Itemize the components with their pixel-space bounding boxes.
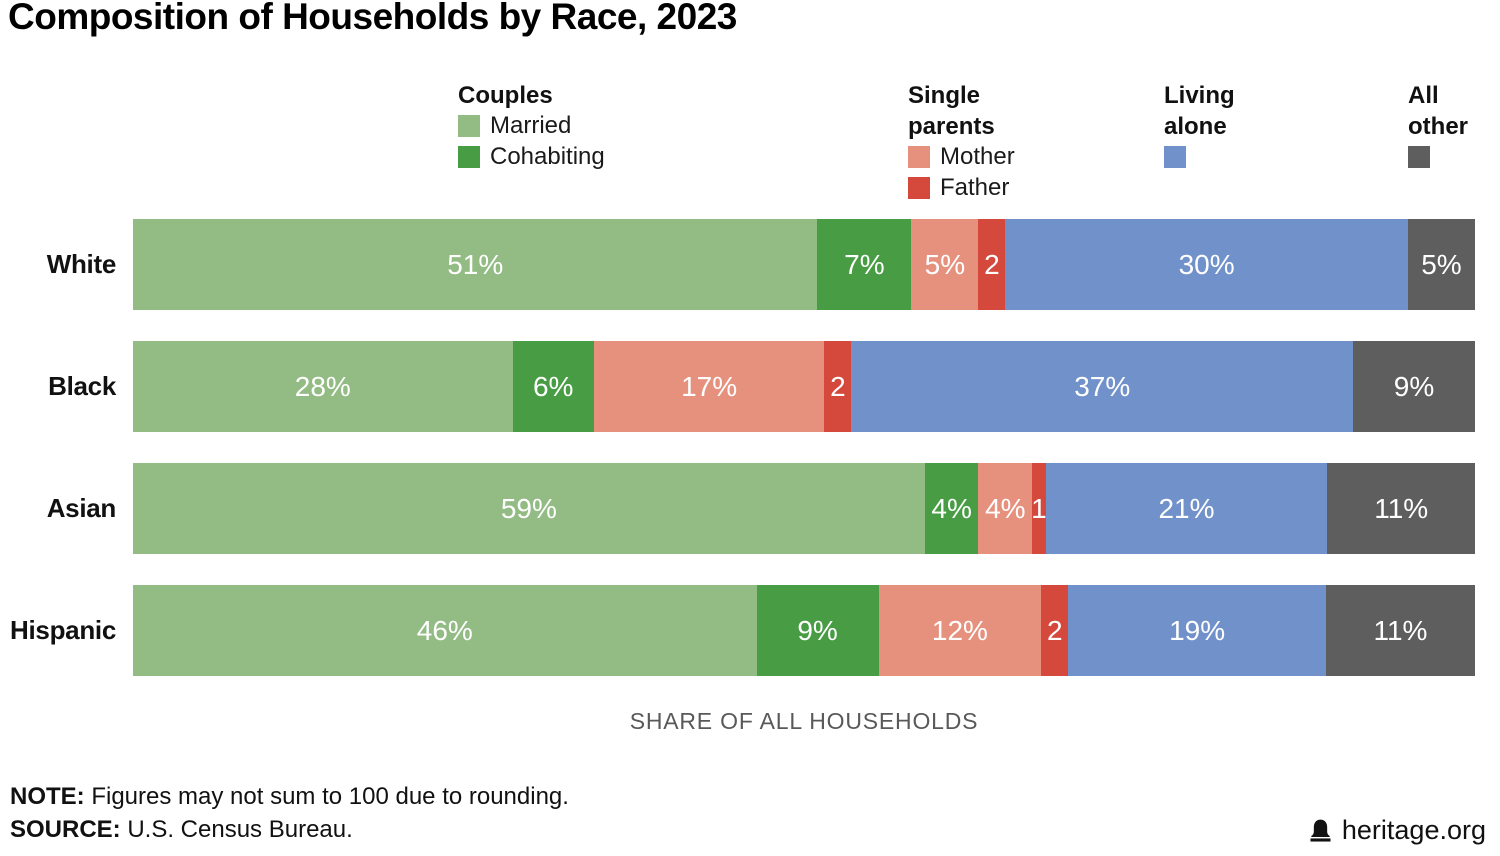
legend-item-label: Cohabiting [490,143,605,170]
segment-value-label: 11% [1373,614,1428,646]
stacked-bar: 28% 6% 17% 2 37% 9% [133,341,1475,432]
segment-father: 2 [978,219,1006,310]
segment-all-other: 9% [1353,341,1475,432]
legend-item [1164,144,1264,170]
father-swatch-icon [908,177,930,199]
source-text: U.S. Census Bureau. [120,816,353,843]
note-line: NOTE: Figures may not sum to 100 due to … [10,780,569,813]
chart-title: Composition of Households by Race, 2023 [8,0,737,37]
bar-row: Black 28% 6% 17% 2 37% 9% [0,341,1475,432]
segment-father: 1 [1031,463,1047,554]
segment-value-label: 6% [532,370,574,402]
segment-mother: 4% [978,463,1033,554]
legend-group: Living alone [1164,80,1264,175]
note-label: NOTE: [10,783,85,810]
segment-value-label: 2 [1047,614,1063,646]
legend-group: All other [1408,80,1488,175]
segment-value-label: 7% [844,248,885,280]
married-swatch-icon [458,115,480,137]
category-label: Asian [46,493,117,523]
segment-married: 51% [133,219,818,310]
legend-item: Cohabiting [458,144,678,170]
segment-married: 28% [133,341,513,432]
segment-value-label: 2 [830,370,846,402]
x-axis-label: SHARE OF ALL HOUSEHOLDS [629,708,979,734]
segment-all-other: 11% [1327,463,1476,554]
stacked-bar: 59% 4% 4% 1 21% 11% [133,463,1476,554]
source-line: SOURCE: U.S. Census Bureau. [10,813,569,846]
segment-married: 46% [133,585,757,676]
bar-row: Hispanic 46% 9% 12% 2 19% 11% [0,585,1476,676]
liberty-bell-icon [1310,819,1331,842]
segment-value-label: 51% [447,248,504,280]
segment-cohabiting: 9% [756,585,879,676]
segment-value-label: 5% [924,248,966,280]
segment-value-label: 59% [500,492,557,524]
segment-married: 59% [133,463,925,554]
segment-value-label: 37% [1074,370,1131,402]
bar-chart: White 51% 7% 5% 2 30% 5% Black 28% 6% 17% 2 37% 9% Asi… [0,219,1476,676]
brand: heritage.org [1308,815,1486,846]
bar-row: Asian 59% 4% 4% 1 21% 11% [0,463,1476,554]
footnotes: NOTE: Figures may not sum to 100 due to … [10,780,569,846]
legend-group-header: Living alone [1164,82,1235,140]
segment-value-label: 30% [1178,248,1235,280]
stacked-bar: 51% 7% 5% 2 30% 5% [133,219,1475,310]
category-label: Black [48,371,116,401]
category-label: Hispanic [10,615,116,645]
segment-value-label: 12% [931,614,988,646]
stacked-bar: 46% 9% 12% 2 19% 11% [133,585,1476,676]
legend-item: Father [908,175,1018,201]
source-label: SOURCE: [10,816,121,843]
mother-swatch-icon [908,146,930,168]
legend-group: Couples Married Cohabiting [458,80,678,175]
segment-value-label: 9% [1393,370,1435,402]
segment-value-label: 11% [1374,492,1429,524]
legend-group-header: All other [1408,82,1468,140]
segment-mother: 5% [911,219,979,310]
legend-item-label: Married [490,112,572,139]
segment-value-label: 2 [984,248,1000,280]
segment-value-label: 4% [985,492,1026,524]
legend-item: Married [458,113,678,139]
segment-living-alone: 21% [1045,463,1328,554]
segment-value-label: 9% [797,614,838,646]
segment-father: 2 [824,341,852,432]
segment-living-alone: 37% [851,341,1353,432]
segment-value-label: 21% [1158,492,1215,524]
segment-cohabiting: 6% [512,341,594,432]
segment-cohabiting: 4% [924,463,979,554]
brand-text: heritage.org [1341,815,1486,845]
note-text: Figures may not sum to 100 due to roundi… [84,783,569,810]
segment-living-alone: 30% [1005,219,1408,310]
all-other-swatch-icon [1408,146,1430,168]
legend-item-label: Mother [940,143,1015,170]
segment-all-other: 5% [1407,219,1475,310]
legend-group-header: Single parents [908,82,995,140]
segment-value-label: 4% [931,492,972,524]
segment-value-label: 19% [1169,614,1226,646]
legend-item-label: Father [940,174,1010,201]
segment-value-label: 5% [1421,248,1462,280]
legend-item: Mother [908,144,1018,170]
legend-item [1408,144,1488,170]
legend-group-header: Couples [458,82,553,109]
legend-group: Single parents Mother Father [908,80,1018,206]
bar-row: White 51% 7% 5% 2 30% 5% [0,219,1475,310]
segment-mother: 12% [878,585,1042,676]
segment-living-alone: 19% [1068,585,1326,676]
segment-all-other: 11% [1325,585,1476,676]
cohabiting-swatch-icon [458,146,480,168]
segment-value-label: 17% [681,370,738,402]
category-label: White [46,249,117,279]
segment-value-label: 28% [294,370,351,402]
segment-mother: 17% [593,341,825,432]
segment-value-label: 1 [1031,492,1047,524]
living-alone-swatch-icon [1164,146,1186,168]
segment-cohabiting: 7% [817,219,912,310]
segment-value-label: 46% [416,614,473,646]
segment-father: 2 [1041,585,1069,676]
